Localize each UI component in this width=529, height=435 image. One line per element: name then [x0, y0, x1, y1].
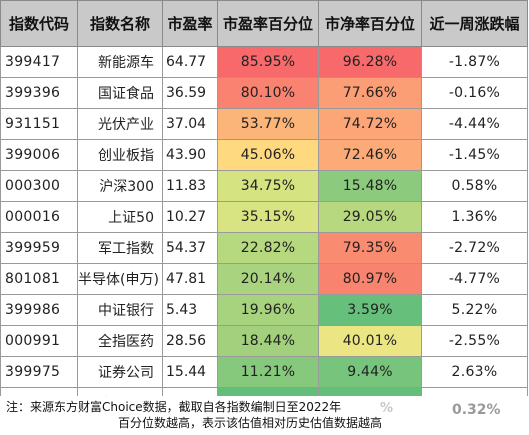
index-name-cell: 中证银行 — [77, 294, 163, 326]
table-row: 399986 中证银行 5.43 19.96% 3.59% 5.22% — [0, 294, 528, 326]
index-name-cell: 军工指数 — [77, 232, 163, 264]
pb-percentile-cell: 74.72% — [318, 108, 422, 140]
week-change-cell: 2.63% — [421, 356, 528, 388]
pe-cell: 54.37 — [162, 232, 218, 264]
pe-percentile-cell: 80.10% — [217, 77, 319, 109]
index-code-cell: 000991 — [0, 325, 78, 357]
week-change-cell: 5.22% — [421, 294, 528, 326]
header-row: 指数代码 指数名称 市盈率 市盈率百分位 市净率百分位 近一周涨跌幅 — [0, 0, 528, 47]
pb-percentile-cell: 29.05% — [318, 201, 422, 233]
header-week-change: 近一周涨跌幅 — [421, 0, 528, 47]
index-code-cell: 399986 — [0, 294, 78, 326]
pe-percentile-cell: 18.44% — [217, 325, 319, 357]
pb-percentile-cell: 3.59% — [318, 294, 422, 326]
footnote: 注：来源东方财富Choice数据，截取自各指数编制日至2022年 百分位数越高，… — [0, 396, 529, 435]
pe-percentile-cell: 35.15% — [217, 201, 319, 233]
pb-percentile-cell: 77.66% — [318, 77, 422, 109]
pe-cell: 11.83 — [162, 170, 218, 202]
index-code-cell: 399396 — [0, 77, 78, 109]
header-index-name: 指数名称 — [77, 0, 163, 47]
pe-cell: 5.43 — [162, 294, 218, 326]
table-row: 399396 国证食品 36.59 80.10% 77.66% -0.16% — [0, 77, 528, 109]
table-row: 399975 证券公司 15.44 11.21% 9.44% 2.63% — [0, 356, 528, 388]
header-pb-percentile: 市净率百分位 — [318, 0, 422, 47]
table-row: 000991 全指医药 28.56 18.44% 40.01% -2.55% — [0, 325, 528, 357]
footnote-line-2: 百分位数越高，表示该估值相对历史估值数据越高 — [118, 416, 383, 430]
table-row: 399006 创业板指 43.90 45.06% 72.46% -1.45% — [0, 139, 528, 171]
week-change-cell: -1.45% — [421, 139, 528, 171]
index-code-cell: 399417 — [0, 46, 78, 78]
pe-percentile-cell: 34.75% — [217, 170, 319, 202]
index-name-cell: 创业板指 — [77, 139, 163, 171]
pe-cell: 47.81 — [162, 263, 218, 295]
pe-percentile-cell: 85.95% — [217, 46, 319, 78]
index-name-cell: 上证50 — [77, 201, 163, 233]
pe-cell: 43.90 — [162, 139, 218, 171]
table-row: 399959 军工指数 54.37 22.82% 79.35% -2.72% — [0, 232, 528, 264]
pe-cell: 15.44 — [162, 356, 218, 388]
pe-percentile-cell: 45.06% — [217, 139, 319, 171]
week-change-cell: -0.16% — [421, 77, 528, 109]
week-change-cell: 0.58% — [421, 170, 528, 202]
index-code-cell: 931151 — [0, 108, 78, 140]
index-code-cell: 399975 — [0, 356, 78, 388]
header-index-code: 指数代码 — [0, 0, 78, 47]
pb-percentile-cell: 72.46% — [318, 139, 422, 171]
header-pe-percentile: 市盈率百分位 — [217, 0, 319, 47]
header-pe: 市盈率 — [162, 0, 218, 47]
table-row: 000300 沪深300 11.83 34.75% 15.48% 0.58% — [0, 170, 528, 202]
pb-percentile-cell: 96.28% — [318, 46, 422, 78]
watermark-mark: % — [380, 401, 394, 416]
index-name-cell: 新能源车 — [77, 46, 163, 78]
pe-percentile-cell: 20.14% — [217, 263, 319, 295]
pb-percentile-cell: 9.44% — [318, 356, 422, 388]
index-name-cell: 半导体(申万) — [77, 263, 163, 295]
watermark-value: 0.32% — [452, 402, 501, 418]
valuation-table: 指数代码 指数名称 市盈率 市盈率百分位 市净率百分位 近一周涨跌幅 39941… — [0, 0, 528, 419]
index-code-cell: 000300 — [0, 170, 78, 202]
week-change-cell: -2.72% — [421, 232, 528, 264]
pe-percentile-cell: 11.21% — [217, 356, 319, 388]
table-row: 931151 光伏产业 37.04 53.77% 74.72% -4.44% — [0, 108, 528, 140]
pe-percentile-cell: 19.96% — [217, 294, 319, 326]
pe-percentile-cell: 53.77% — [217, 108, 319, 140]
pb-percentile-cell: 15.48% — [318, 170, 422, 202]
pb-percentile-cell: 40.01% — [318, 325, 422, 357]
pe-cell: 37.04 — [162, 108, 218, 140]
week-change-cell: 1.36% — [421, 201, 528, 233]
pb-percentile-cell: 79.35% — [318, 232, 422, 264]
week-change-cell: -4.44% — [421, 108, 528, 140]
table-row: 399417 新能源车 64.77 85.95% 96.28% -1.87% — [0, 46, 528, 78]
index-name-cell: 全指医药 — [77, 325, 163, 357]
index-code-cell: 801081 — [0, 263, 78, 295]
pe-cell: 36.59 — [162, 77, 218, 109]
index-code-cell: 000016 — [0, 201, 78, 233]
pe-cell: 10.27 — [162, 201, 218, 233]
index-name-cell: 国证食品 — [77, 77, 163, 109]
pe-cell: 28.56 — [162, 325, 218, 357]
week-change-cell: -2.55% — [421, 325, 528, 357]
table-row: 000016 上证50 10.27 35.15% 29.05% 1.36% — [0, 201, 528, 233]
week-change-cell: -1.87% — [421, 46, 528, 78]
pe-cell: 64.77 — [162, 46, 218, 78]
week-change-cell: -4.77% — [421, 263, 528, 295]
pe-percentile-cell: 22.82% — [217, 232, 319, 264]
table-row: 801081 半导体(申万) 47.81 20.14% 80.97% -4.77% — [0, 263, 528, 295]
footnote-line-1: 注：来源东方财富Choice数据，截取自各指数编制日至2022年 — [6, 400, 342, 414]
index-code-cell: 399959 — [0, 232, 78, 264]
index-name-cell: 光伏产业 — [77, 108, 163, 140]
pb-percentile-cell: 80.97% — [318, 263, 422, 295]
index-name-cell: 证券公司 — [77, 356, 163, 388]
index-code-cell: 399006 — [0, 139, 78, 171]
index-name-cell: 沪深300 — [77, 170, 163, 202]
